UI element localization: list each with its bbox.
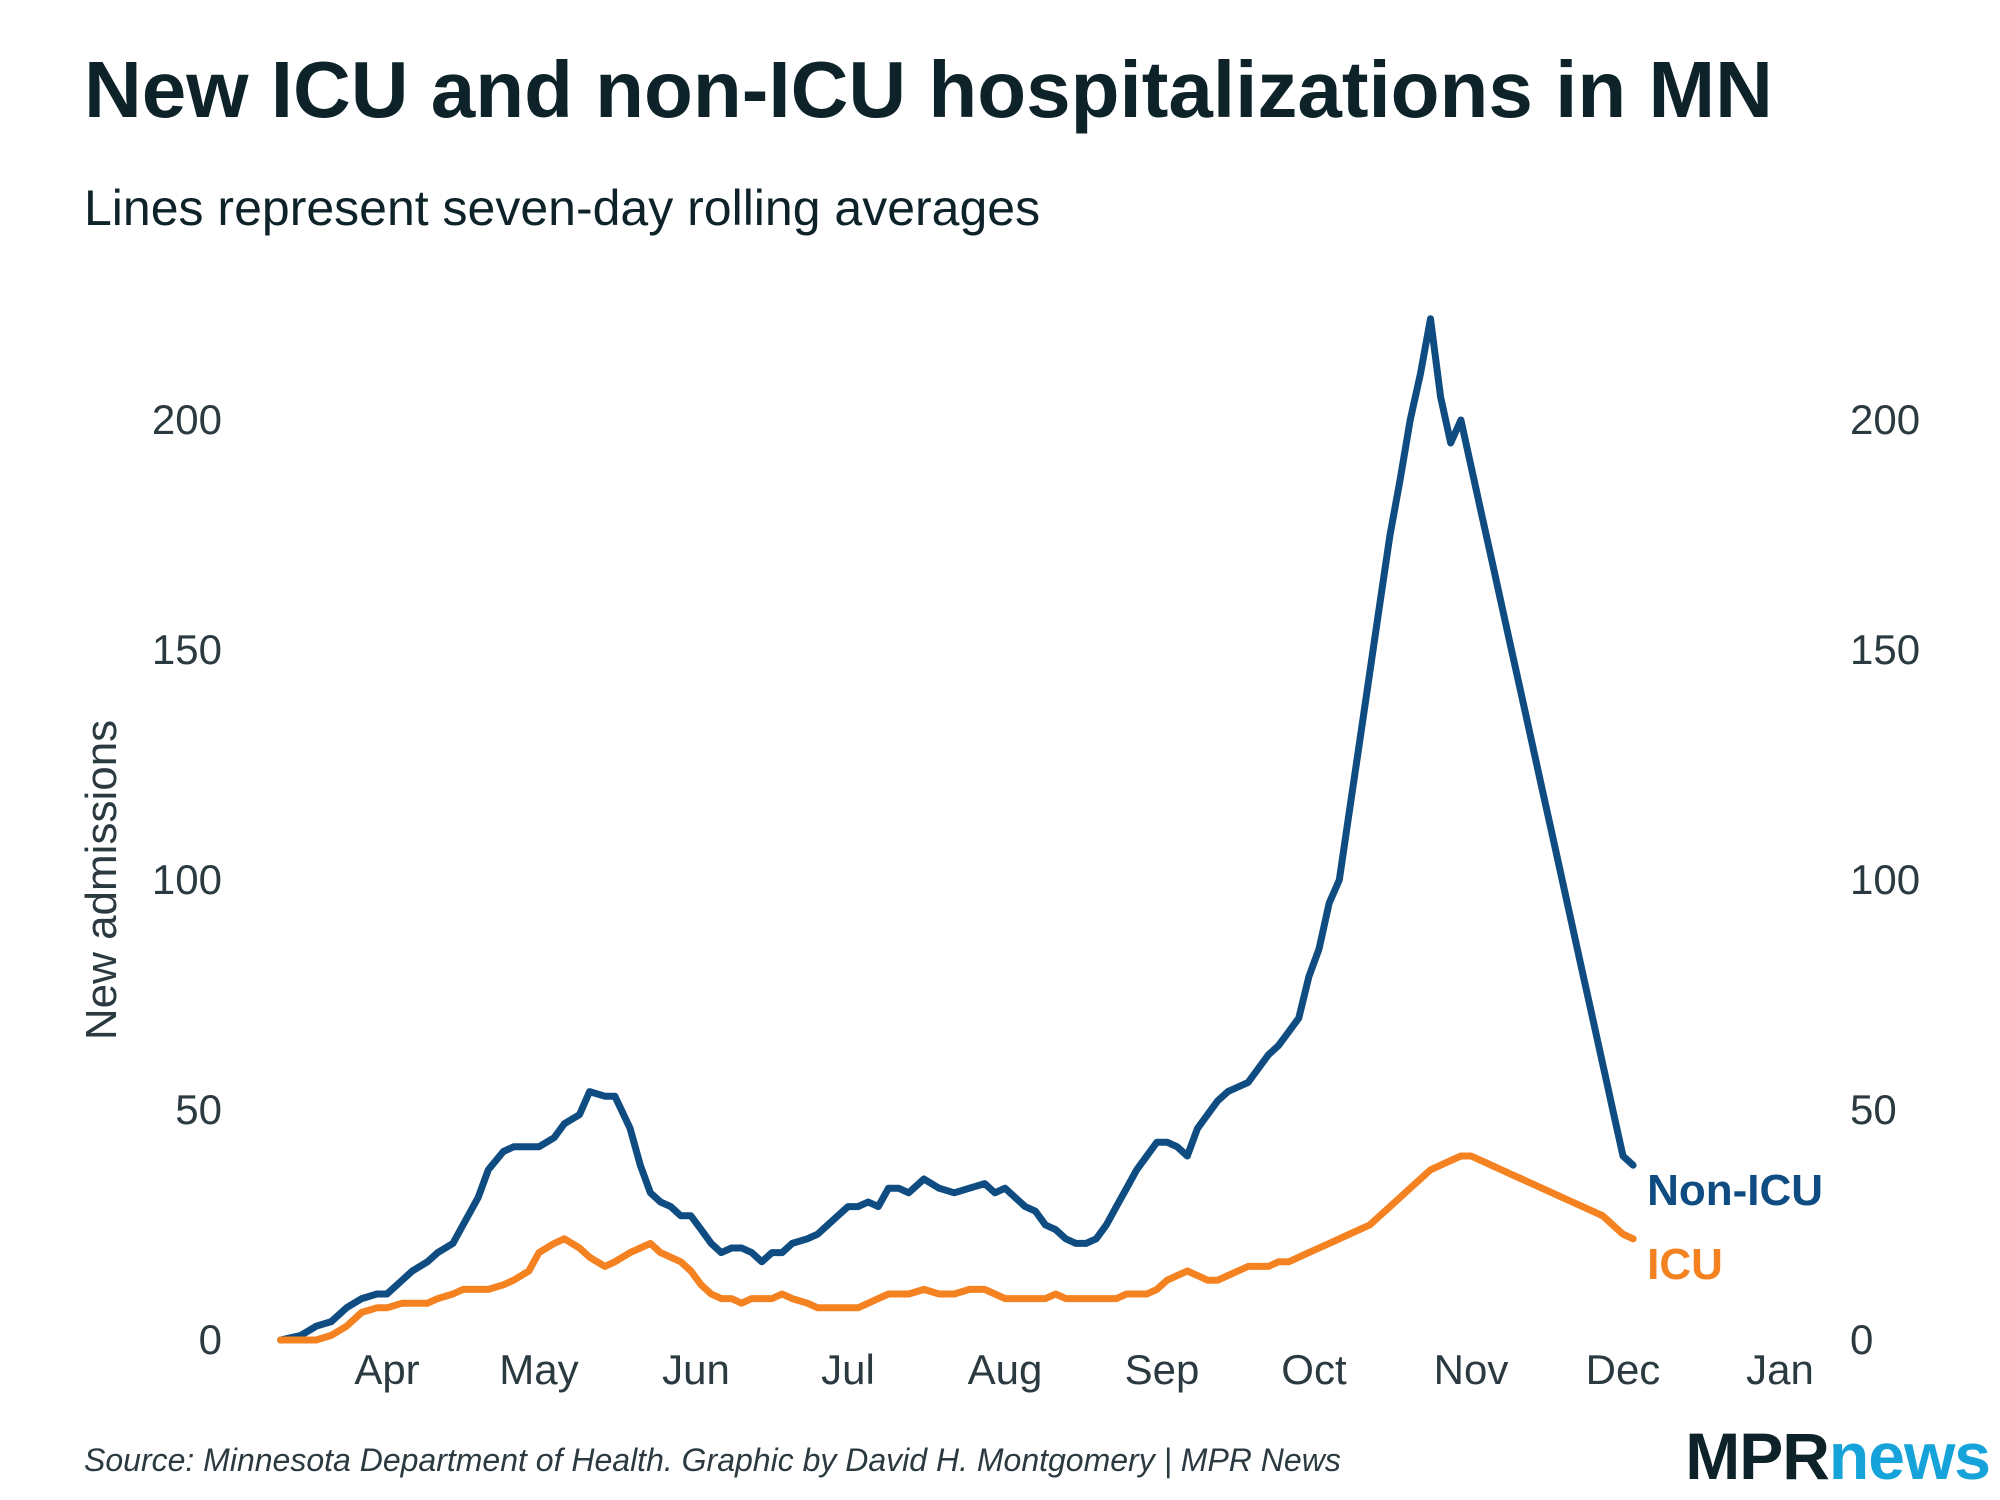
y-axis-right: 0 50 100 150 200 xyxy=(1850,396,1920,1363)
y-tick-right: 200 xyxy=(1850,396,1920,443)
x-tick-may: May xyxy=(499,1346,578,1393)
y-tick-left: 150 xyxy=(152,626,222,673)
x-tick-jan: Jan xyxy=(1746,1346,1814,1393)
series-label-icu: ICU xyxy=(1647,1240,1723,1289)
series-group: Non-ICU ICU xyxy=(277,315,1823,1344)
mpr-news-logo: MPRnews xyxy=(1685,1418,1991,1494)
logo-news: news xyxy=(1828,1419,1991,1493)
x-tick-jul: Jul xyxy=(821,1346,875,1393)
y-tick-left: 50 xyxy=(175,1086,222,1133)
y-tick-right: 100 xyxy=(1850,856,1920,903)
y-axis-label: New admissions xyxy=(77,720,126,1040)
x-axis: Apr May Jun Jul Aug Sep Oct Nov Dec Jan xyxy=(354,1346,1814,1393)
x-tick-aug: Aug xyxy=(968,1346,1043,1393)
logo-mpr: MPR xyxy=(1685,1419,1830,1493)
series-line-icu xyxy=(277,1152,1637,1344)
series-label-non-icu: Non-ICU xyxy=(1647,1166,1823,1215)
chart-title: New ICU and non-ICU hospitalizations in … xyxy=(84,45,1773,134)
x-tick-oct: Oct xyxy=(1281,1346,1347,1393)
y-tick-left: 0 xyxy=(199,1316,222,1363)
x-tick-dec: Dec xyxy=(1586,1346,1661,1393)
x-tick-sep: Sep xyxy=(1125,1346,1200,1393)
x-tick-apr: Apr xyxy=(354,1346,419,1393)
y-tick-left: 100 xyxy=(152,856,222,903)
y-tick-right: 50 xyxy=(1850,1086,1897,1133)
x-tick-nov: Nov xyxy=(1434,1346,1509,1393)
y-tick-right: 150 xyxy=(1850,626,1920,673)
y-tick-left: 200 xyxy=(152,396,222,443)
source-note: Source: Minnesota Department of Health. … xyxy=(84,1442,1341,1478)
series-line-non-icu xyxy=(277,315,1637,1344)
y-tick-right: 0 xyxy=(1850,1316,1873,1363)
y-axis-left: 0 50 100 150 200 xyxy=(152,396,222,1363)
x-tick-jun: Jun xyxy=(662,1346,730,1393)
chart-subtitle: Lines represent seven-day rolling averag… xyxy=(84,180,1041,236)
